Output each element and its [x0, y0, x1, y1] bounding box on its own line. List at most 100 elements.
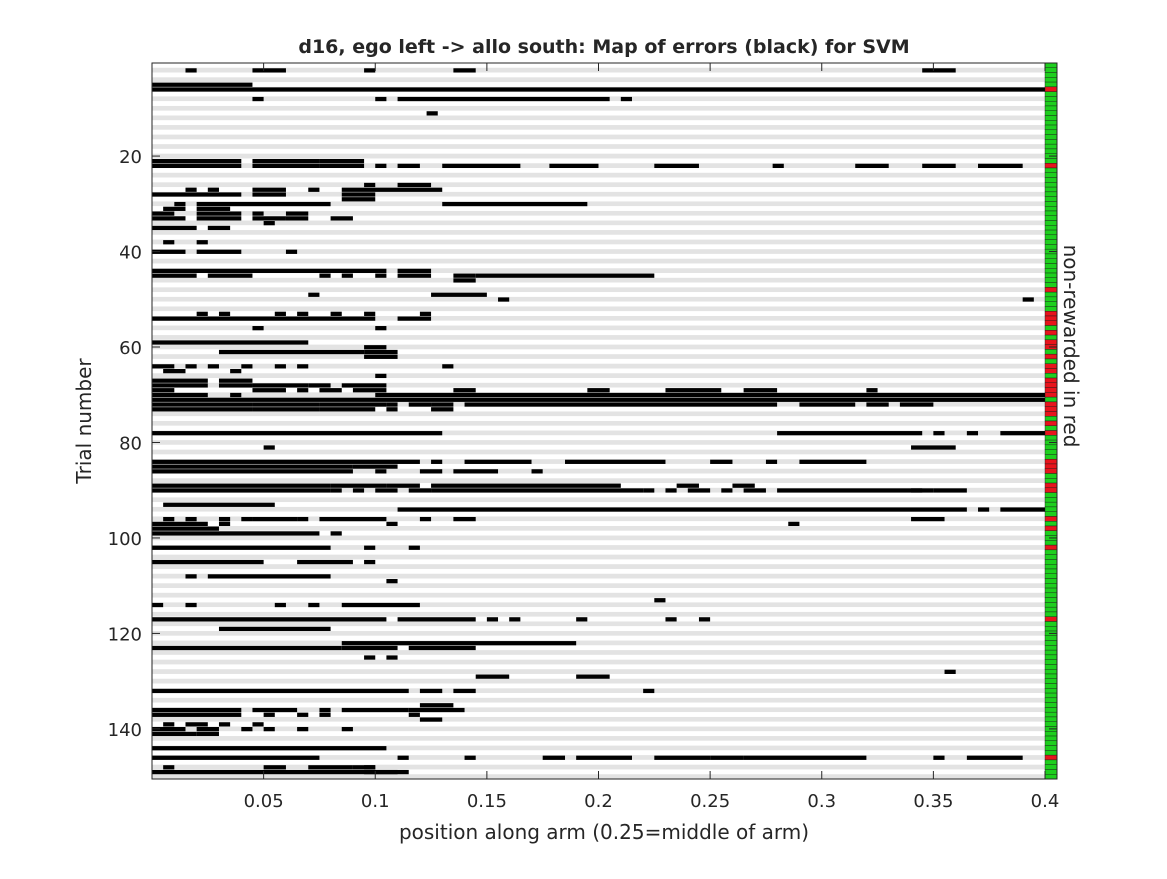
- trial-row-band: [152, 564, 1045, 569]
- error-segment: [665, 388, 722, 393]
- non-rewarded-trial-cell: [1044, 392, 1058, 398]
- trial-row-band: [152, 110, 1045, 116]
- error-segment: [308, 292, 320, 297]
- x-tick-label: 0.1: [361, 791, 390, 812]
- error-segment: [464, 402, 778, 407]
- error-segment: [152, 383, 208, 388]
- error-segment: [598, 755, 632, 760]
- error-segment: [185, 187, 197, 192]
- trial-row-band: [152, 225, 1045, 231]
- error-segment: [152, 712, 242, 717]
- error-segment: [163, 240, 175, 245]
- rewarded-trial-cell: [1044, 626, 1058, 632]
- rewarded-trial-cell: [1044, 425, 1058, 431]
- error-segment: [185, 364, 197, 369]
- non-rewarded-trial-cell: [1044, 401, 1058, 407]
- trial-row-band: [152, 764, 1045, 770]
- error-segment: [341, 641, 577, 646]
- error-segment: [419, 717, 443, 722]
- rewarded-trial-cell: [1044, 692, 1058, 699]
- trial-row-band: [152, 358, 1045, 364]
- error-segment: [408, 712, 420, 717]
- error-segment: [297, 559, 353, 565]
- rewarded-trial-cell: [1044, 540, 1058, 546]
- error-segment: [252, 402, 320, 407]
- rewarded-trial-cell: [1044, 416, 1058, 422]
- trial-row-band: [152, 693, 1045, 698]
- trial-row-band: [152, 669, 1045, 674]
- error-segment: [341, 197, 376, 202]
- error-segment: [185, 722, 208, 727]
- error-segment: [509, 617, 521, 622]
- error-segment: [152, 526, 219, 531]
- error-segment: [163, 368, 186, 374]
- error-segment: [442, 163, 521, 169]
- error-segment: [152, 531, 320, 536]
- error-segment: [408, 645, 476, 651]
- error-segment: [163, 722, 175, 727]
- error-segment: [218, 521, 231, 527]
- error-segment: [643, 488, 655, 493]
- trial-row-band: [152, 473, 1045, 479]
- rewarded-trial-cell: [1044, 129, 1058, 135]
- error-segment: [196, 201, 331, 207]
- rewarded-trial-cell: [1044, 492, 1058, 498]
- rewarded-trial-cell: [1044, 473, 1058, 479]
- error-segment: [163, 502, 275, 507]
- error-segment: [152, 602, 164, 608]
- non-rewarded-trial-cell: [1044, 287, 1058, 293]
- rewarded-trial-cell: [1044, 77, 1058, 83]
- x-axis-label: position along arm (0.25=middle of arm): [399, 820, 809, 844]
- trial-row-band: [152, 535, 1045, 541]
- rewarded-trial-cell: [1044, 697, 1058, 703]
- trial-row-band: [152, 430, 1045, 436]
- rewarded-trial-cell: [1044, 100, 1058, 107]
- error-segment: [152, 340, 309, 345]
- trial-row-band: [152, 172, 1045, 178]
- rewarded-trial-cell: [1044, 62, 1058, 68]
- error-segment: [933, 488, 967, 493]
- error-segment: [375, 96, 387, 102]
- rewarded-trial-cell: [1044, 683, 1058, 689]
- error-segment: [207, 574, 331, 579]
- rewarded-trial-cell: [1044, 678, 1058, 684]
- error-segment: [185, 516, 197, 522]
- error-segment: [978, 507, 990, 512]
- error-segment: [386, 579, 398, 584]
- rewarded-trial-cell: [1044, 530, 1058, 536]
- error-segment: [419, 311, 432, 316]
- non-rewarded-trial-cell: [1044, 430, 1058, 436]
- rewarded-trial-cell: [1044, 205, 1058, 212]
- error-segment: [163, 206, 186, 211]
- trial-row-band: [152, 320, 1045, 326]
- x-tick-label: 0.05: [244, 791, 284, 812]
- error-segment: [386, 483, 420, 488]
- non-rewarded-trial-cell: [1044, 86, 1058, 92]
- rewarded-trial-cell: [1044, 597, 1058, 603]
- error-segment: [218, 378, 253, 383]
- trial-row-band: [152, 702, 1045, 708]
- rewarded-trial-cell: [1044, 711, 1058, 718]
- trial-row-band: [152, 148, 1045, 154]
- rewarded-trial-cell: [1044, 91, 1058, 97]
- error-segment: [777, 431, 923, 436]
- y-tick-label: 20: [119, 147, 142, 168]
- error-segment: [252, 707, 298, 713]
- rewarded-trial-cell: [1044, 506, 1058, 512]
- error-segment: [453, 688, 476, 694]
- error-segment: [426, 111, 438, 116]
- error-segment: [196, 216, 242, 221]
- rewarded-trial-cell: [1044, 449, 1058, 455]
- error-segment: [654, 598, 666, 603]
- non-rewarded-trial-cell: [1044, 468, 1058, 474]
- trial-row-band: [152, 640, 1045, 646]
- non-rewarded-trial-cell: [1044, 339, 1058, 345]
- rewarded-trial-cell: [1044, 229, 1058, 236]
- error-segment: [352, 488, 365, 493]
- rewarded-trial-cell: [1044, 774, 1058, 780]
- trial-row-band: [152, 683, 1045, 689]
- error-segment: [241, 364, 253, 369]
- trial-row-band: [152, 230, 1045, 235]
- error-segment: [431, 292, 487, 297]
- error-segment: [152, 273, 197, 278]
